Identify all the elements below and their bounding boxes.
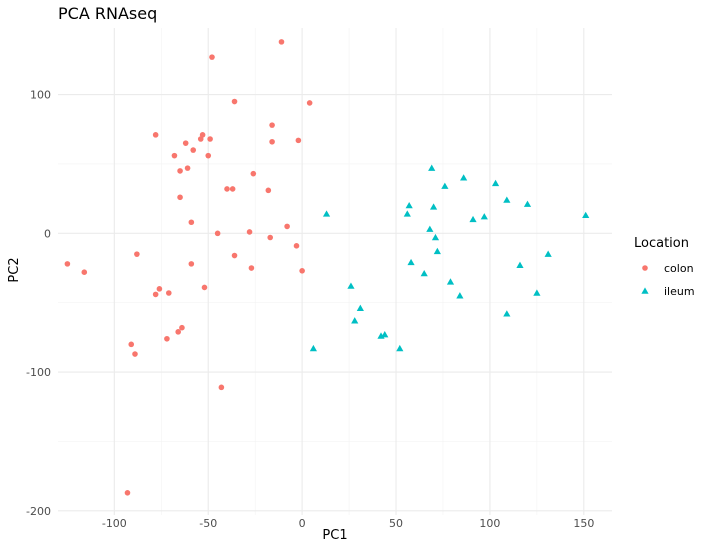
- colon-point: [265, 187, 272, 194]
- colon-point: [156, 286, 163, 292]
- colon-point: [81, 269, 88, 275]
- ileum-point: [441, 182, 449, 189]
- colon-point: [207, 136, 213, 142]
- ileum-point: [523, 200, 532, 207]
- colon-point: [164, 335, 170, 342]
- colon-point: [175, 329, 181, 335]
- colon-point: [182, 140, 189, 146]
- ileum-point: [420, 269, 428, 277]
- colon-point: [124, 490, 131, 496]
- x-tick-label: -100: [102, 517, 127, 530]
- colon-point: [229, 186, 236, 192]
- y-tick-label: -200: [26, 505, 51, 518]
- ileum-point: [429, 203, 438, 210]
- ileum-point: [322, 210, 331, 217]
- colon-point: [218, 384, 225, 391]
- colon-point: [166, 290, 172, 296]
- colon-point: [132, 351, 138, 357]
- y-tick-label: 0: [44, 227, 51, 240]
- legend-key-ileum: [641, 287, 649, 294]
- colon-point: [231, 252, 238, 259]
- colon-point: [284, 223, 290, 230]
- colon-point: [209, 54, 215, 60]
- x-tick-label: 150: [573, 517, 594, 530]
- colon-point: [295, 137, 302, 144]
- colon-point: [278, 39, 285, 45]
- colon-point: [246, 229, 253, 235]
- colon-point: [199, 132, 206, 138]
- ileum-point: [544, 250, 552, 257]
- ileum-point: [403, 210, 411, 217]
- colon-point: [201, 284, 208, 291]
- legend-key-colon: [642, 265, 648, 271]
- x-tick-label: -50: [199, 517, 217, 530]
- ileum-point: [309, 344, 318, 352]
- y-tick-label: -100: [26, 366, 51, 379]
- colon-point: [134, 251, 140, 257]
- colon-point: [306, 100, 313, 106]
- colon-point: [197, 136, 204, 142]
- grid-lines: [58, 28, 612, 515]
- ileum-point: [351, 317, 359, 324]
- colon-point: [190, 147, 197, 153]
- ileum-point: [356, 304, 364, 311]
- colon-point: [152, 132, 159, 138]
- ileum-point: [460, 174, 468, 181]
- ileum-point: [381, 331, 389, 338]
- colon-point: [299, 268, 305, 274]
- x-tick-label: 0: [299, 517, 306, 530]
- ileum-point: [503, 196, 511, 203]
- axis-ticks: -100 -50 0 50 100 150 -200 -100 0 100: [26, 89, 594, 530]
- ileum-point: [407, 258, 415, 266]
- ileum-point: [431, 233, 440, 241]
- ileum-point: [516, 261, 524, 268]
- ileum-point: [396, 344, 404, 352]
- colon-point: [269, 122, 275, 128]
- colon-point: [177, 168, 183, 174]
- legend-label-colon: colon: [664, 262, 694, 275]
- colon-point: [250, 170, 257, 177]
- chart-title: PCA RNAseq: [58, 4, 157, 23]
- colon-point: [214, 230, 221, 237]
- colon-point: [231, 98, 238, 105]
- colon-point: [177, 194, 183, 201]
- colon-point: [205, 152, 212, 159]
- colon-point: [188, 261, 195, 267]
- ileum-point: [533, 289, 541, 296]
- ileum-point: [503, 310, 511, 317]
- colon-point: [248, 265, 255, 271]
- ileum-point: [405, 201, 413, 209]
- colon-point: [269, 138, 275, 145]
- ileum-point: [456, 292, 464, 299]
- colon-point: [152, 291, 159, 298]
- legend-label-ileum: ileum: [664, 285, 695, 298]
- data-points: [64, 39, 590, 496]
- x-tick-label: 100: [479, 517, 500, 530]
- colon-point: [188, 219, 195, 226]
- ileum-point: [347, 282, 355, 289]
- ileum-point: [428, 164, 436, 171]
- ileum-point: [491, 179, 500, 187]
- legend-title: Location: [634, 236, 689, 251]
- ileum-point: [446, 278, 455, 285]
- y-tick-label: 100: [30, 89, 51, 102]
- ileum-point: [469, 215, 477, 223]
- legend: Location colon ileum: [634, 236, 695, 298]
- colon-point: [171, 152, 178, 159]
- colon-point: [224, 186, 230, 192]
- x-axis-title: PC1: [322, 528, 347, 543]
- colon-point: [179, 324, 185, 331]
- colon-point: [293, 243, 300, 249]
- colon-point: [128, 341, 135, 348]
- colon-point: [184, 165, 191, 171]
- ileum-point: [426, 225, 434, 232]
- x-tick-label: 50: [389, 517, 403, 530]
- ileum-point: [480, 213, 488, 220]
- colon-point: [64, 261, 71, 267]
- ileum-point: [582, 211, 590, 219]
- colon-point: [267, 234, 274, 241]
- ileum-point: [433, 247, 441, 255]
- y-axis-title: PC2: [7, 257, 22, 282]
